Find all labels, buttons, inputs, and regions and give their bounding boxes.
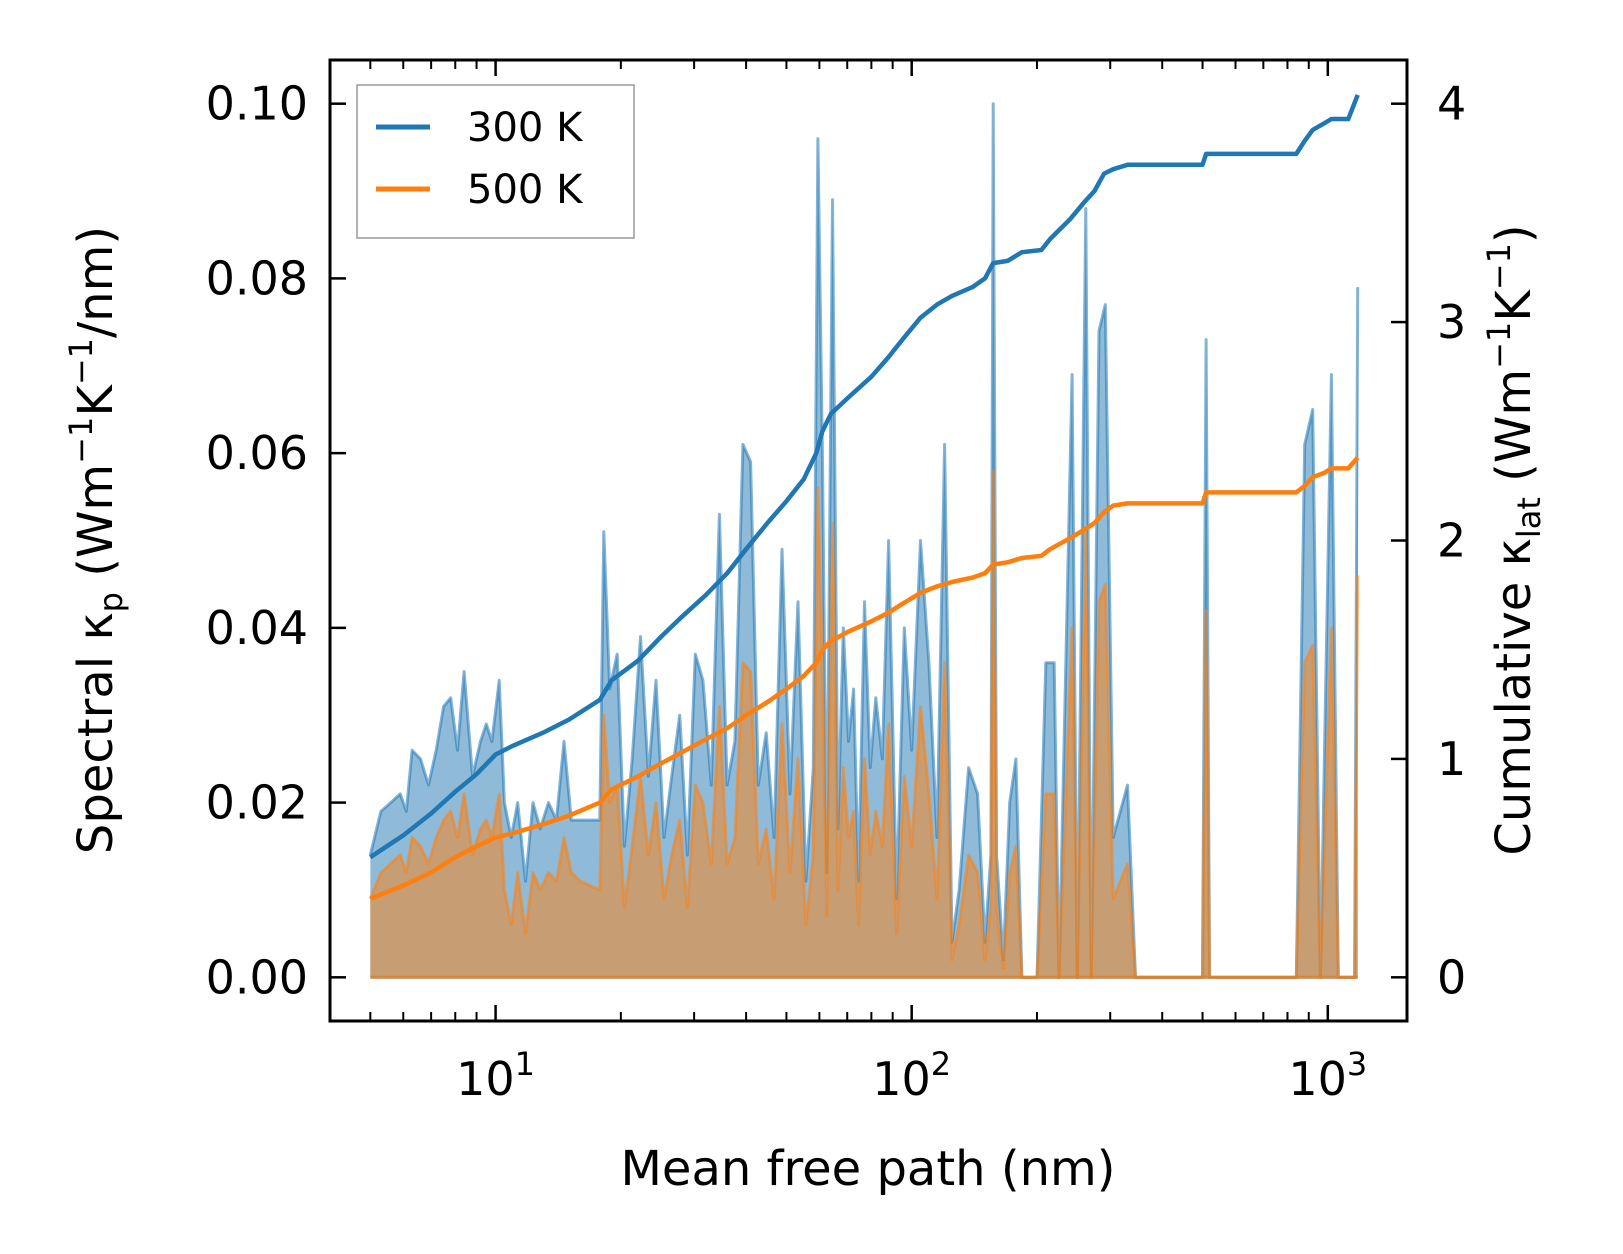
y-left-tick-label: 0.04 bbox=[206, 601, 308, 655]
y-right-prefix: Cumulative κ bbox=[1486, 538, 1542, 856]
y-right-tick-label: 2 bbox=[1437, 514, 1466, 568]
y-right-tick-label: 3 bbox=[1437, 295, 1466, 349]
x-tick-label-exp: 2 bbox=[931, 1045, 951, 1083]
x-axis-title: Mean free path (nm) bbox=[621, 1141, 1116, 1197]
cumulative-line-300K bbox=[369, 94, 1360, 860]
y-left-mid: K bbox=[68, 384, 124, 417]
x-tick-label-exp: 1 bbox=[515, 1045, 535, 1083]
y-right-tail: ) bbox=[1486, 224, 1542, 243]
y-right-exp1: −1 bbox=[1480, 322, 1518, 369]
x-tick-label: 102 bbox=[872, 1045, 951, 1106]
legend-box bbox=[356, 84, 635, 239]
y-right-tick-label: 1 bbox=[1437, 732, 1466, 786]
y-left-tick-label: 0.00 bbox=[206, 950, 308, 1004]
y-right-exp2: −1 bbox=[1480, 243, 1518, 290]
y-left-tick-label: 0.06 bbox=[206, 426, 308, 480]
y-axis-right-title: Cumulative κlat (Wm−1K−1) bbox=[1480, 224, 1548, 855]
y-left-tick-label: 0.02 bbox=[206, 776, 308, 830]
y-left-exp1: −1 bbox=[62, 417, 100, 464]
y-right-mid: K bbox=[1486, 289, 1542, 322]
y-left-tail: /nm) bbox=[68, 226, 124, 338]
x-tick-label-base: 10 bbox=[1288, 1052, 1347, 1106]
y-left-exp2: −1 bbox=[62, 338, 100, 385]
legend: 300 K 500 K bbox=[356, 84, 635, 239]
y-left-sub: p bbox=[92, 592, 130, 612]
y-right-sub: lat bbox=[1510, 497, 1548, 538]
y-right-tick-label: 4 bbox=[1437, 77, 1466, 131]
x-tick-label: 101 bbox=[456, 1045, 535, 1106]
y-axis-left-title: Spectral κp (Wm−1K−1/nm) bbox=[62, 226, 130, 854]
y-right-tick-label: 0 bbox=[1437, 950, 1466, 1004]
x-tick-label-base: 10 bbox=[872, 1052, 931, 1106]
spectral-line-500K bbox=[368, 469, 1360, 979]
series-layer bbox=[368, 94, 1360, 979]
y-left-tick-label: 0.08 bbox=[206, 251, 308, 305]
x-tick-label: 103 bbox=[1288, 1045, 1367, 1106]
cumulative-line-500K bbox=[369, 456, 1360, 901]
y-right-units: (Wm bbox=[1486, 369, 1542, 482]
x-tick-label-exp: 3 bbox=[1347, 1045, 1367, 1083]
legend-label-300K: 300 K bbox=[467, 105, 584, 151]
y-left-prefix: Spectral κ bbox=[68, 612, 124, 854]
x-tick-label-base: 10 bbox=[456, 1052, 515, 1106]
y-left-units: (Wm bbox=[68, 464, 124, 577]
y-left-tick-label: 0.10 bbox=[206, 77, 308, 131]
legend-label-500K: 500 K bbox=[467, 167, 584, 213]
